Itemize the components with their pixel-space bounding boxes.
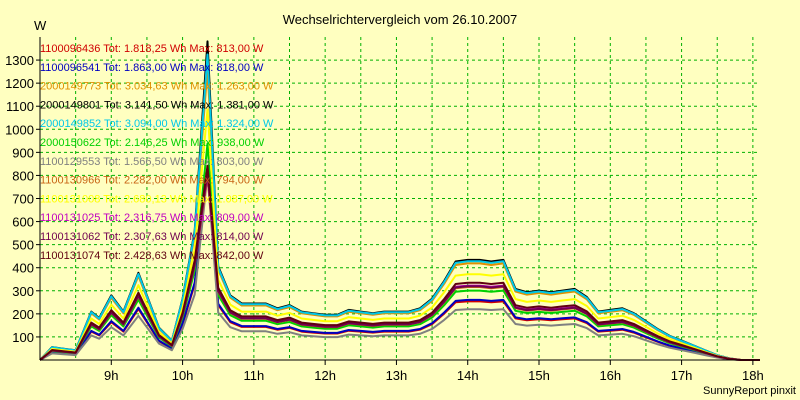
series-line-1100131074 bbox=[39, 164, 760, 361]
y-tick-label: 600 bbox=[12, 215, 34, 230]
legend-entry-1100096541: 1100096541 Tot: 1.863,00 Wh Max: 818,00 … bbox=[40, 62, 264, 74]
y-tick-label: 1300 bbox=[5, 53, 34, 68]
grid-lines bbox=[40, 37, 760, 360]
x-tick-label: 16h bbox=[599, 368, 621, 383]
y-tick-label: 200 bbox=[12, 307, 34, 322]
y-tick-label: 1000 bbox=[5, 122, 34, 137]
legend-entry-2000149773: 2000149773 Tot: 3.034,63 Wh Max: 1.263,0… bbox=[40, 81, 274, 93]
y-tick-labels: 100 200 300 400 500 600 700 800 900 1000 1100 1200 1… bbox=[5, 53, 40, 345]
legend-entry-2000149852: 2000149852 Tot: 3.094,00 Wh Max: 1.324,0… bbox=[40, 118, 274, 130]
legend-entry-1100131062: 1100131062 Tot: 2.307,63 Wh Max: 814,00 … bbox=[40, 231, 264, 243]
series-lines bbox=[39, 40, 760, 361]
legend: 1100096436 Tot: 1.818,25 Wh Max: 813,00 … bbox=[40, 43, 274, 262]
x-tick-label: 10h bbox=[172, 368, 194, 383]
y-tick-label: 100 bbox=[12, 330, 34, 345]
legend-entry-1100130966: 1100130966 Tot: 2.282,00 Wh Max: 794,00 … bbox=[40, 175, 264, 187]
x-tick-labels: 9h 10h 11h 12h 13h 14h 15h 16h 17h 18h bbox=[104, 360, 764, 383]
y-axis-unit: W bbox=[34, 18, 47, 33]
y-tick-label: 500 bbox=[12, 238, 34, 253]
y-tick-label: 400 bbox=[12, 261, 34, 276]
legend-entry-1100129553: 1100129553 Tot: 1.566,50 Wh Max: 803,00 … bbox=[40, 156, 264, 168]
chart-title: Wechselrichtervergleich vom 26.10.2007 bbox=[283, 12, 518, 27]
x-tick-label: 9h bbox=[104, 368, 118, 383]
y-tick-label: 1100 bbox=[6, 99, 34, 114]
y-tick-label: 700 bbox=[12, 192, 34, 207]
x-tick-label: 18h bbox=[742, 368, 764, 383]
x-tick-label: 11h bbox=[243, 368, 264, 383]
legend-entry-2000149801: 2000149801 Tot: 3.141,50 Wh Max: 1.381,0… bbox=[40, 99, 274, 111]
footer-credit: SunnyReport pinxit bbox=[703, 385, 796, 397]
y-tick-label: 300 bbox=[12, 284, 34, 299]
y-tick-label: 1200 bbox=[5, 76, 34, 91]
legend-entry-2000150622: 2000150622 Tot: 2.146,25 Wh Max: 938,00 … bbox=[40, 137, 265, 149]
x-tick-label: 15h bbox=[528, 368, 550, 383]
y-tick-label: 900 bbox=[12, 145, 34, 160]
x-tick-label: 12h bbox=[314, 368, 336, 383]
legend-entry-1100096436: 1100096436 Tot: 1.818,25 Wh Max: 813,00 … bbox=[40, 43, 264, 55]
legend-entry-1100131074: 1100131074 Tot: 2.428,63 Wh Max: 842,00 … bbox=[40, 250, 264, 262]
legend-entry-1100131025: 1100131025 Tot: 2.316,75 Wh Max: 809,00 … bbox=[40, 212, 264, 224]
y-tick-label: 800 bbox=[12, 168, 34, 183]
legend-entry-1100131008: 1100131008 Tot: 2.680,13 Wh Max: 1.087,0… bbox=[40, 193, 273, 205]
x-tick-label: 13h bbox=[386, 368, 408, 383]
x-tick-label: 14h bbox=[457, 368, 479, 383]
series-line-1100129553 bbox=[39, 173, 760, 361]
x-tick-label: 17h bbox=[671, 368, 693, 383]
